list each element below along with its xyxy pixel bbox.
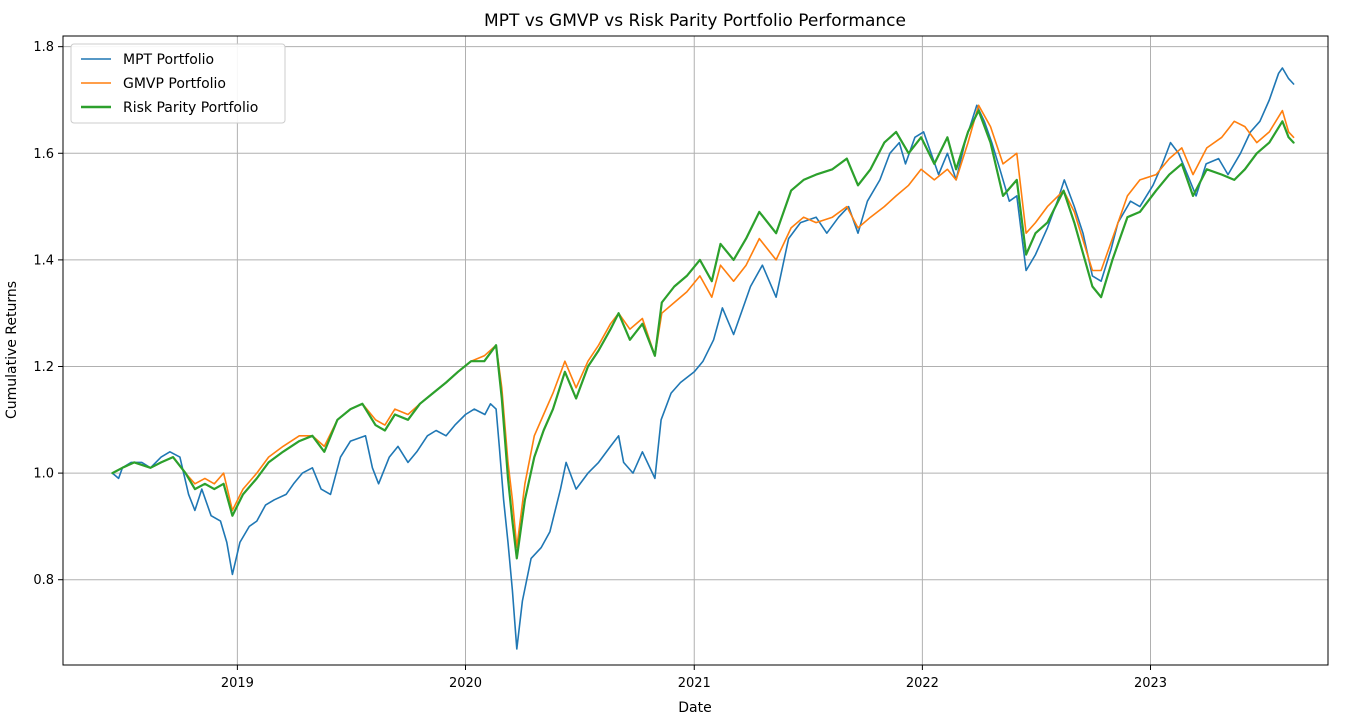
y-tick-label: 1.6 [33, 147, 54, 162]
y-axis-title: Cumulative Returns [4, 281, 20, 419]
legend-label-risk-parity: Risk Parity Portfolio [123, 100, 258, 116]
grid-lines [63, 36, 1328, 665]
legend-label-mpt: MPT Portfolio [123, 52, 214, 68]
y-tick-label: 1.2 [33, 360, 54, 375]
y-tick-label: 1.4 [33, 253, 54, 268]
x-tick-label: 2023 [1134, 676, 1167, 691]
x-tick-label: 2019 [221, 676, 254, 691]
x-tick-label: 2021 [678, 676, 711, 691]
x-tick-label: 2022 [906, 676, 939, 691]
y-tick-label: 1.0 [33, 467, 54, 482]
chart-title: MPT vs GMVP vs Risk Parity Portfolio Per… [484, 11, 906, 31]
series-line-mpt [111, 67, 1295, 650]
plot-frame [62, 35, 1329, 666]
y-tick-label: 1.8 [33, 40, 54, 55]
y-axis-ticks: 0.8 1.0 1.2 1.4 1.6 1.8 [33, 40, 63, 588]
x-tick-label: 2020 [449, 676, 482, 691]
legend-box [70, 43, 286, 124]
y-tick-label: 0.8 [33, 573, 54, 588]
x-axis-title: Date [678, 700, 711, 716]
x-axis-ticks: 2019 2020 2021 2022 2023 [221, 665, 1167, 691]
series-line-risk-parity [111, 109, 1295, 560]
legend: MPT Portfolio GMVP Portfolio Risk Parity P… [70, 43, 286, 124]
legend-label-gmvp: GMVP Portfolio [123, 76, 226, 92]
series-lines [111, 67, 1295, 650]
